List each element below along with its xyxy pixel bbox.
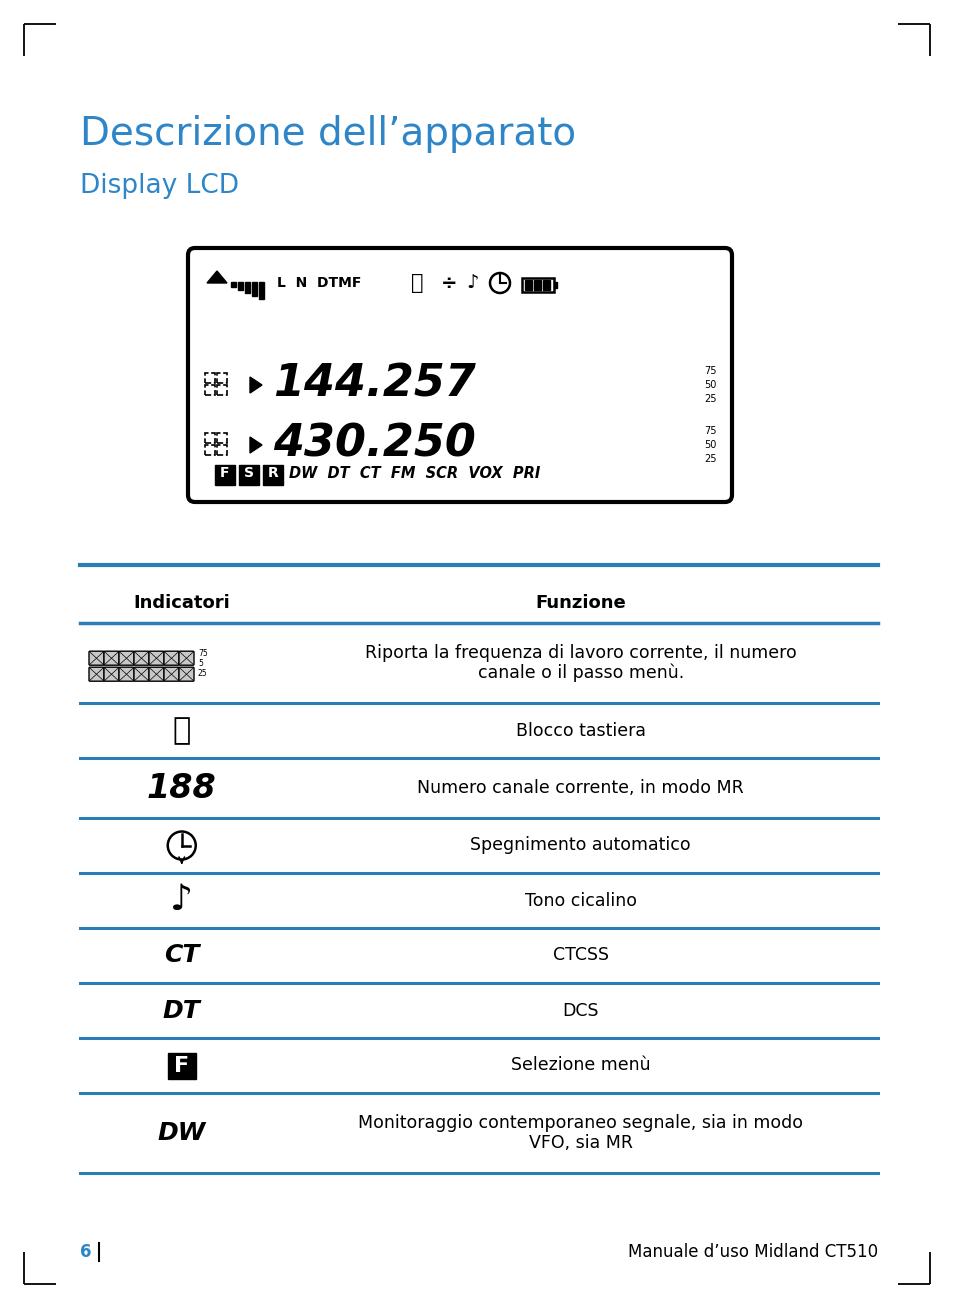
- Polygon shape: [250, 437, 262, 453]
- Bar: [205, 433, 214, 443]
- Text: CTCSS: CTCSS: [552, 947, 608, 964]
- FancyBboxPatch shape: [133, 667, 149, 681]
- Text: F: F: [174, 1056, 189, 1075]
- Bar: [216, 385, 227, 395]
- Text: DW  DT  CT  FM  SCR  VOX  PRI: DW DT CT FM SCR VOX PRI: [289, 466, 539, 480]
- Text: Blocco tastiera: Blocco tastiera: [516, 722, 645, 739]
- Text: 144.257: 144.257: [273, 362, 476, 405]
- Text: 6: 6: [80, 1243, 91, 1261]
- FancyBboxPatch shape: [89, 667, 104, 681]
- Text: Selezione menù: Selezione menù: [511, 1057, 650, 1074]
- Text: 25: 25: [198, 668, 208, 678]
- Text: Descrizione dell’apparato: Descrizione dell’apparato: [80, 115, 576, 153]
- Text: S: S: [244, 466, 253, 480]
- FancyBboxPatch shape: [164, 667, 179, 681]
- Bar: [521, 279, 554, 292]
- FancyBboxPatch shape: [119, 651, 133, 666]
- Bar: [216, 433, 227, 443]
- Text: ÷: ÷: [440, 273, 456, 293]
- Text: 75: 75: [703, 426, 717, 436]
- Text: DT: DT: [163, 998, 200, 1023]
- Text: DW: DW: [157, 1121, 206, 1144]
- Text: F: F: [220, 466, 230, 480]
- Bar: [258, 283, 264, 300]
- Polygon shape: [207, 271, 227, 283]
- FancyBboxPatch shape: [188, 249, 731, 502]
- FancyBboxPatch shape: [179, 667, 193, 681]
- Text: Display LCD: Display LCD: [80, 173, 239, 199]
- Text: Monitoraggio contemporaneo segnale, sia in modo: Monitoraggio contemporaneo segnale, sia …: [358, 1114, 802, 1131]
- Text: ⚿: ⚿: [411, 273, 423, 293]
- Text: Tono cicalino: Tono cicalino: [524, 892, 636, 909]
- Text: Manuale d’uso Midland CT510: Manuale d’uso Midland CT510: [627, 1243, 877, 1261]
- Bar: [205, 385, 214, 395]
- Bar: [252, 283, 256, 296]
- Bar: [554, 283, 557, 288]
- FancyBboxPatch shape: [104, 667, 119, 681]
- Text: Indicatori: Indicatori: [133, 594, 230, 612]
- Bar: [205, 445, 214, 455]
- Text: CT: CT: [164, 943, 199, 968]
- FancyBboxPatch shape: [179, 651, 193, 666]
- FancyBboxPatch shape: [149, 667, 164, 681]
- Text: Funzione: Funzione: [535, 594, 625, 612]
- FancyBboxPatch shape: [164, 651, 179, 666]
- Bar: [239, 466, 258, 485]
- Text: L  N  DTMF: L N DTMF: [276, 276, 361, 290]
- Bar: [231, 283, 235, 286]
- FancyBboxPatch shape: [119, 667, 133, 681]
- Text: 75: 75: [703, 366, 717, 375]
- Text: 25: 25: [703, 394, 717, 404]
- FancyBboxPatch shape: [149, 651, 164, 666]
- Text: Numero canale corrente, in modo MR: Numero canale corrente, in modo MR: [416, 780, 743, 797]
- Text: 75: 75: [198, 649, 208, 658]
- Text: canale o il passo menù.: canale o il passo menù.: [477, 663, 683, 683]
- FancyBboxPatch shape: [104, 651, 119, 666]
- Bar: [245, 283, 250, 293]
- Bar: [214, 466, 234, 485]
- Text: 188: 188: [147, 772, 216, 804]
- Bar: [205, 373, 214, 383]
- Text: Riporta la frequenza di lavoro corrente, il numero: Riporta la frequenza di lavoro corrente,…: [364, 644, 796, 662]
- Text: R: R: [268, 466, 278, 480]
- Bar: [534, 280, 540, 290]
- Text: Spegnimento automatico: Spegnimento automatico: [470, 837, 690, 854]
- Bar: [237, 283, 243, 290]
- Bar: [216, 445, 227, 455]
- Bar: [542, 280, 550, 290]
- Text: ♪: ♪: [170, 883, 193, 917]
- Text: DCS: DCS: [562, 1002, 598, 1019]
- Bar: [216, 373, 227, 383]
- Bar: [263, 466, 283, 485]
- FancyBboxPatch shape: [133, 651, 149, 666]
- Polygon shape: [250, 377, 262, 392]
- FancyBboxPatch shape: [89, 651, 104, 666]
- Text: VFO, sia MR: VFO, sia MR: [528, 1134, 632, 1152]
- Text: 50: 50: [704, 439, 717, 450]
- Bar: [168, 1053, 195, 1079]
- Text: 430.250: 430.250: [273, 422, 476, 466]
- Text: ♪: ♪: [466, 273, 478, 293]
- Text: 5: 5: [198, 658, 203, 667]
- Text: 🔒: 🔒: [172, 715, 191, 746]
- Text: 25: 25: [703, 454, 717, 464]
- Text: 50: 50: [704, 381, 717, 390]
- Bar: [524, 280, 532, 290]
